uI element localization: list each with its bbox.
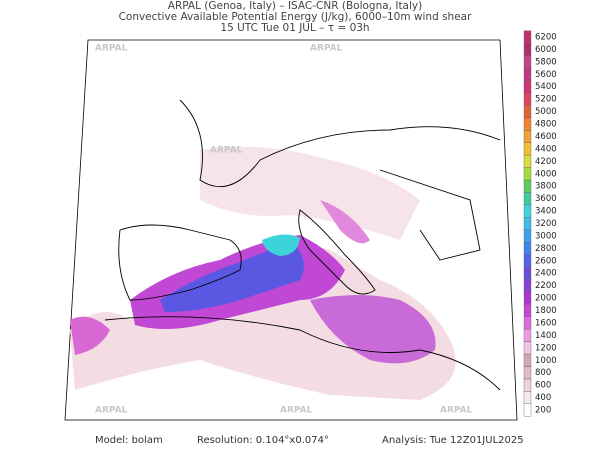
header-line: ARPAL (Genoa, Italy) – ISAC-CNR (Bologna…: [168, 0, 422, 12]
colorbar-swatch: [523, 130, 532, 143]
colorbar-swatch: [523, 117, 532, 131]
colorbar-swatch: [523, 366, 532, 380]
colorbar-label: 2400: [535, 269, 557, 279]
colorbar-swatch: [523, 304, 532, 317]
cape-area: [160, 245, 304, 312]
colorbar-label: 1400: [535, 331, 557, 341]
watermark: ARPAL: [280, 406, 313, 416]
colorbar-swatch: [523, 167, 532, 181]
colorbar-swatch: [523, 229, 532, 243]
cape-area: [200, 146, 420, 240]
colorbar-swatch: [523, 391, 532, 404]
colorbar-swatch: [523, 204, 532, 218]
colorbar-swatch: [523, 316, 532, 330]
colorbar-swatch: [523, 154, 532, 168]
colorbar-label: 4000: [535, 169, 557, 179]
colorbar-swatch: [523, 67, 532, 81]
colorbar-label: 800: [535, 368, 551, 378]
colorbar-label: 1200: [535, 343, 557, 353]
colorbar-swatch: [523, 266, 532, 280]
colorbar-label: 5000: [535, 107, 557, 117]
cape-area: [70, 316, 110, 355]
colorbar-label: 5400: [535, 82, 557, 92]
colorbar-swatch: [523, 403, 532, 417]
footer-resolution: Resolution: 0.104°x0.074°: [197, 435, 329, 446]
colorbar-swatch: [523, 80, 532, 94]
colorbar-label: 5600: [535, 70, 557, 80]
colorbar-label: 2800: [535, 244, 557, 254]
watermark: ARPAL: [210, 146, 243, 156]
colorbar-swatch: [523, 192, 532, 206]
colorbar-swatch: [523, 378, 532, 392]
colorbar-label: 6000: [535, 45, 557, 55]
colorbar-label: 3400: [535, 207, 557, 217]
colorbar-swatch: [523, 328, 532, 342]
watermark: ARPAL: [440, 406, 473, 416]
colorbar-label: 3000: [535, 231, 557, 241]
colorbar-label: 4600: [535, 132, 557, 142]
cape-area: [262, 234, 300, 256]
colorbar-label: 3600: [535, 194, 557, 204]
colorbar-swatch: [523, 341, 532, 355]
colorbar-label: 4800: [535, 120, 557, 130]
colorbar-swatch: [523, 279, 532, 293]
colorbar-swatch: [523, 43, 532, 56]
coastline: [179, 99, 501, 188]
colorbar-label: 5200: [535, 95, 557, 105]
colorbar-label: 2200: [535, 281, 557, 291]
colorbar-label: 2600: [535, 256, 557, 266]
colorbar-swatch: [523, 105, 532, 119]
colorbar-swatch: [523, 179, 532, 193]
footer-model: Model: bolam: [95, 435, 163, 446]
colorbar-swatch: [523, 291, 532, 305]
colorbar-label: 4400: [535, 144, 557, 154]
colorbar-label: 1800: [535, 306, 557, 316]
colorbar-label: 1000: [535, 356, 557, 366]
cape-area: [320, 200, 370, 244]
colorbar-swatch: [523, 55, 532, 69]
cape-area: [310, 295, 436, 364]
colorbar-label: 4200: [535, 157, 557, 167]
watermark: ARPAL: [95, 44, 128, 54]
colorbar-label: 3800: [535, 182, 557, 192]
header-line: 15 UTC Tue 01 JUL – τ = 03h: [220, 22, 369, 34]
colorbar-swatch: [523, 254, 532, 268]
colorbar-label: 2000: [535, 294, 557, 304]
map: [64, 39, 518, 421]
watermark: ARPAL: [310, 44, 343, 54]
colorbar-swatch: [523, 92, 532, 106]
colorbar-swatch: [523, 30, 532, 44]
header-line: Convective Available Potential Energy (J…: [119, 11, 473, 23]
colorbar-swatch: [523, 241, 532, 255]
colorbar-label: 3200: [535, 219, 557, 229]
colorbar-label: 400: [535, 393, 551, 403]
colorbar-label: 600: [535, 381, 551, 391]
colorbar-label: 5800: [535, 57, 557, 67]
coastline: [118, 224, 242, 301]
colorbar-label: 1600: [535, 318, 557, 328]
watermark: ARPAL: [95, 406, 128, 416]
colorbar-label: 6200: [535, 33, 557, 43]
colorbar-swatch: [523, 217, 532, 230]
colorbar-swatch: [523, 142, 532, 156]
coastline: [379, 169, 481, 261]
colorbar-label: 200: [535, 406, 551, 416]
colorbar-swatch: [523, 353, 532, 367]
footer-analysis: Analysis: Tue 12Z01JUL2025: [382, 435, 524, 446]
coastline: [298, 209, 376, 295]
coastline: [104, 316, 501, 391]
